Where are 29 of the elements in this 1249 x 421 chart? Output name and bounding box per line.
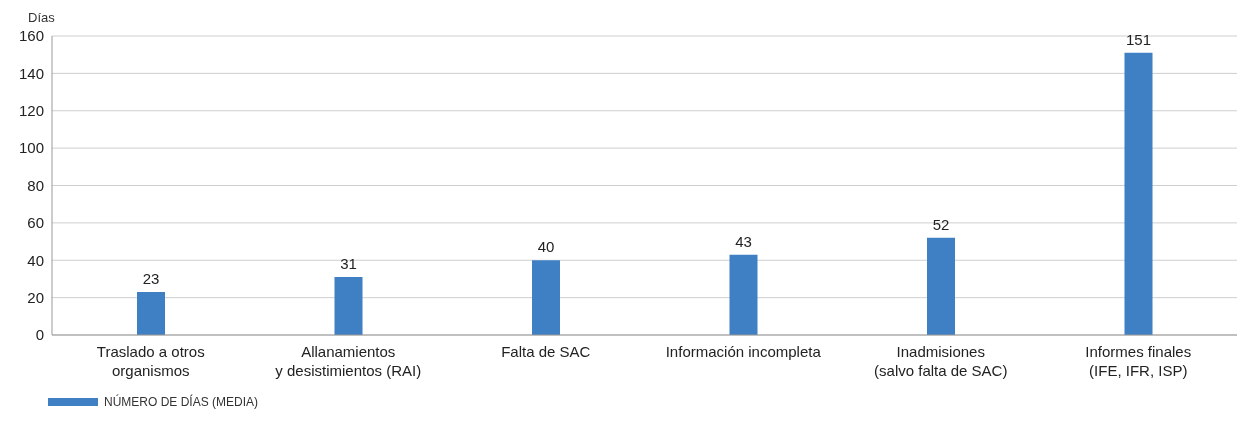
data-label: 43 [735,232,752,250]
x-tick-label: Informes finales (IFE, IFR, ISP) [1085,343,1192,379]
x-tick-label: Traslado a otros organismos [96,343,205,379]
bar [532,260,560,335]
bar [1124,52,1153,335]
data-label: 31 [340,255,357,273]
bar [334,277,363,335]
y-tick-label: 140 [18,64,44,82]
y-tick-label: 60 [27,214,44,232]
bar [137,292,165,335]
y-tick-label: 100 [18,139,44,157]
data-label: 151 [1125,30,1152,48]
bar [927,237,955,335]
x-tick-label: Allanamientos y desistimientos (RAI) [275,343,422,379]
y-tick-label: 80 [27,176,44,194]
y-tick-label: 160 [18,27,44,45]
y-tick-label: 40 [27,251,44,269]
x-tick-label: Inadmisiones (salvo falta de SAC) [874,343,1008,379]
y-tick-label: 120 [18,102,44,120]
data-label: 40 [537,238,555,256]
x-tick-label: Información incompleta [665,343,822,360]
x-tick-label: Falta de SAC [501,343,591,360]
data-label: 23 [142,270,160,288]
data-label: 52 [932,215,950,233]
y-axis-title: Días [28,10,55,25]
y-tick-label: 20 [27,288,44,306]
bar [729,254,758,335]
y-tick-label: 0 [35,326,44,344]
legend-label: NÚMERO DE DÍAS (MEDIA) [104,395,259,409]
